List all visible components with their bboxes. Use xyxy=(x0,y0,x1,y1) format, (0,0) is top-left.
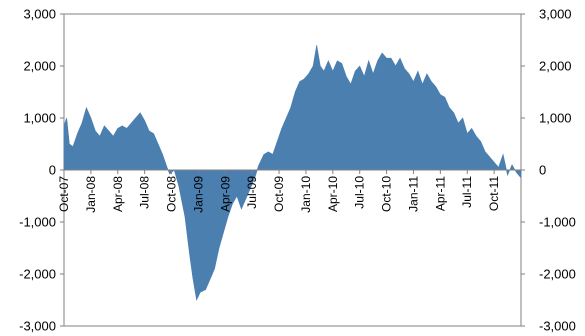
x-tick-label: Oct-09 xyxy=(272,176,286,212)
x-tick-label: Oct-08 xyxy=(165,176,179,212)
right-y-tick-label: 0 xyxy=(539,163,546,178)
left-y-tick-label: 1,000 xyxy=(23,111,56,126)
left-y-tick-label: -3,000 xyxy=(19,319,56,334)
area-layer xyxy=(63,45,522,302)
right-y-tick-label: 2,000 xyxy=(539,59,572,74)
x-tick-label: Jan-08 xyxy=(84,176,98,213)
left-y-axis: -3,000 -2,000 -1,000 0 1,000 2,000 3,000 xyxy=(19,7,64,334)
x-tick-label: Apr-11 xyxy=(433,176,447,211)
x-tick-label: Jul-10 xyxy=(353,176,367,209)
right-y-tick-label: -3,000 xyxy=(539,319,576,334)
x-tick-label: Oct-07 xyxy=(57,176,71,212)
x-tick-label: Oct-10 xyxy=(380,176,394,212)
x-tick-label: Apr-08 xyxy=(111,176,125,212)
left-y-tick-label: -2,000 xyxy=(19,267,56,282)
x-tick-label: Apr-10 xyxy=(326,176,340,212)
x-tick-label: Apr-09 xyxy=(218,176,232,212)
left-y-tick-label: -1,000 xyxy=(19,215,56,230)
x-tick-label: Jan-10 xyxy=(299,176,313,213)
x-axis: Oct-07 Jan-08 Apr-08 Jul-08 Oct-08 Jan-09 Apr-… xyxy=(57,170,501,213)
right-y-tick-label: 3,000 xyxy=(539,7,572,22)
right-y-tick-label: -2,000 xyxy=(539,267,576,282)
x-tick-label: Oct-11 xyxy=(487,176,501,211)
x-tick-label: Jan-11 xyxy=(406,176,420,212)
x-tick-label: Jul-11 xyxy=(460,176,474,208)
x-tick-label: Jan-09 xyxy=(191,176,205,213)
left-y-tick-label: 0 xyxy=(49,163,56,178)
left-y-tick-label: 2,000 xyxy=(23,59,56,74)
right-y-axis: -3,000 -2,000 -1,000 0 1,000 2,000 3,000 xyxy=(521,7,576,334)
left-y-tick-label: 3,000 xyxy=(23,7,56,22)
right-y-tick-label: 1,000 xyxy=(539,111,572,126)
series-area-0 xyxy=(63,45,522,302)
right-y-tick-label: -1,000 xyxy=(539,215,576,230)
x-tick-label: Jul-09 xyxy=(245,176,259,209)
x-tick-label: Jul-08 xyxy=(138,176,152,209)
